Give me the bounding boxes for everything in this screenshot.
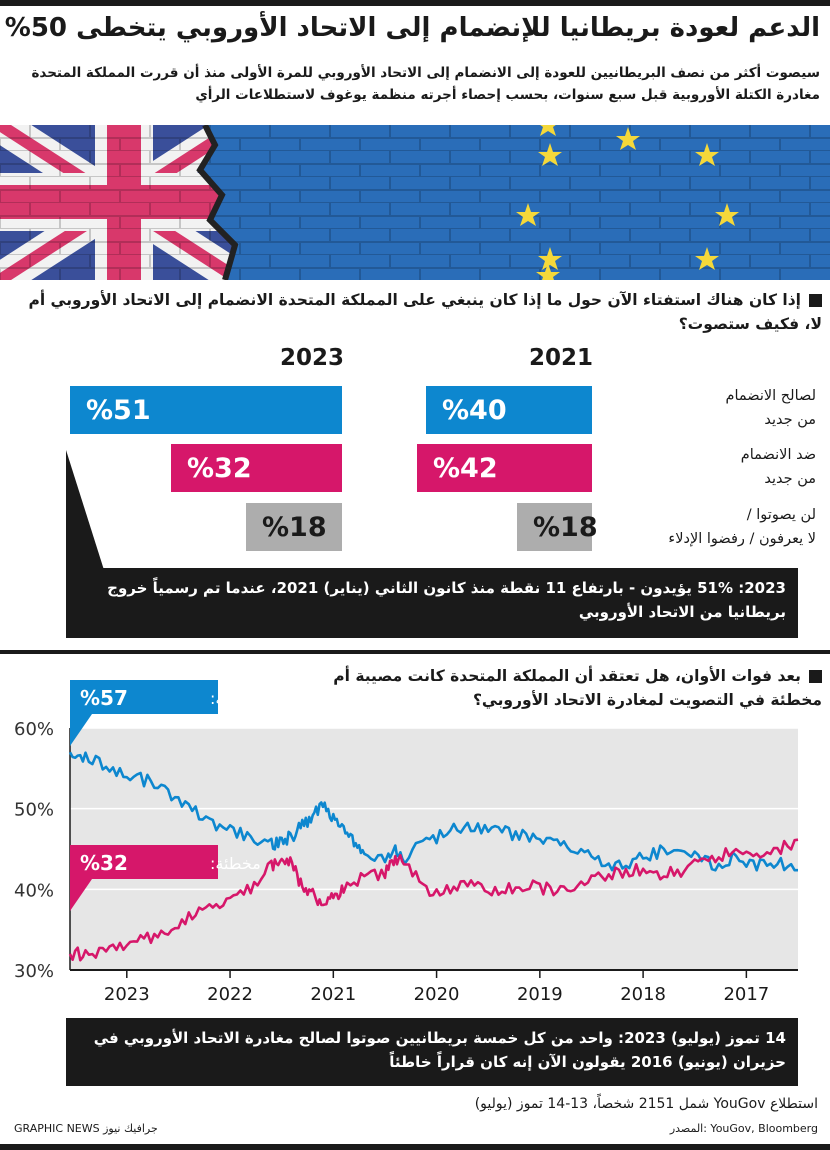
row-label-undecided: لن يصوتوا / لا يعرفون / رفضوا الإدلاء bbox=[601, 503, 816, 551]
y-tick-label: 50% bbox=[14, 800, 54, 821]
row-label-against: ضد الانضمام من جديد bbox=[601, 443, 816, 491]
bar-label: %42 bbox=[433, 452, 498, 484]
note-1-text: 2023: 51% يؤيدون - بارتفاع 11 نقطة منذ ك… bbox=[107, 579, 786, 621]
y-tick-label: 40% bbox=[14, 880, 54, 901]
bullet-square-icon bbox=[809, 294, 822, 307]
line-series-right bbox=[68, 751, 798, 872]
note-2-text: 14 تموز (يوليو) 2023: واحد من كل خمسة بر… bbox=[93, 1029, 786, 1071]
year-2023-header: 2023 bbox=[280, 345, 345, 371]
bottom-rule bbox=[0, 1144, 830, 1150]
series-label-pointer bbox=[70, 879, 92, 911]
section-divider bbox=[0, 650, 830, 654]
line-chart-svg: 30% 40% 50% 60% 2017 2018 2019 2020 2021 2022 2023… bbox=[14, 680, 799, 1005]
note-1-pointer bbox=[66, 450, 104, 570]
x-tick-label: 2018 bbox=[620, 984, 666, 1005]
bar-2021-undecided: %18 bbox=[517, 503, 598, 551]
row-label-line: من جديد bbox=[764, 471, 816, 487]
bar-2021-rejoin: %40 bbox=[426, 386, 592, 434]
bar-2023-undecided: %18 bbox=[246, 503, 342, 551]
series-final-value: %57 bbox=[80, 686, 128, 710]
series-label-pointer bbox=[70, 714, 92, 746]
page-subtitle: سيصوت أكثر من نصف البريطانيين للعودة إلى… bbox=[31, 65, 820, 103]
x-tick-label: 2020 bbox=[414, 984, 460, 1005]
x-tick-label: 2023 bbox=[104, 984, 150, 1005]
bar-2023-against: %32 bbox=[171, 444, 342, 492]
eu-stars bbox=[536, 125, 560, 280]
series-final-value: %32 bbox=[80, 851, 128, 875]
bullet-square-icon bbox=[809, 670, 822, 683]
footer-credit: GRAPHIC NEWS جرافيك نيوز bbox=[14, 1122, 158, 1135]
bar-2023-rejoin: %51 bbox=[70, 386, 342, 434]
flags-banner-svg bbox=[0, 125, 830, 280]
series-label-box bbox=[70, 845, 218, 879]
note-1-callout: 2023: 51% يؤيدون - بارتفاع 11 نقطة منذ ك… bbox=[66, 568, 798, 638]
bar-label: %18 bbox=[262, 511, 327, 543]
question-1-text: إذا كان هناك استفتاء الآن حول ما إذا كان… bbox=[28, 291, 822, 333]
series-name-label: مصيبة: bbox=[210, 689, 256, 708]
row-label-rejoin: لصالح الانضمام من جديد bbox=[601, 384, 816, 432]
x-tick-label: 2021 bbox=[310, 984, 356, 1005]
x-tick-label: 2019 bbox=[517, 984, 563, 1005]
row-label-line: من جديد bbox=[764, 412, 816, 428]
question-2-text: بعد فوات الأوان، هل تعتقد أن المملكة الم… bbox=[333, 667, 822, 709]
x-tick-label: 2022 bbox=[207, 984, 253, 1005]
question-2-heading: بعد فوات الأوان، هل تعتقد أن المملكة الم… bbox=[282, 664, 822, 712]
y-tick-label: 60% bbox=[14, 719, 54, 740]
bar-label: %40 bbox=[442, 394, 507, 426]
y-tick-label: 30% bbox=[14, 961, 54, 982]
line-series-wrong bbox=[68, 838, 799, 962]
page-title: الدعم لعودة بريطانيا للإنضمام إلى الاتحا… bbox=[4, 13, 820, 43]
footer-poll-info: استطلاع YouGov شمل 2151 شخصاً، 13-14 تمو… bbox=[474, 1096, 818, 1112]
bar-label: %32 bbox=[187, 452, 252, 484]
top-rule bbox=[0, 0, 830, 6]
row-label-line: لصالح الانضمام bbox=[725, 388, 816, 404]
note-2-callout: 14 تموز (يوليو) 2023: واحد من كل خمسة بر… bbox=[66, 1018, 798, 1086]
bar-2021-against: %42 bbox=[417, 444, 592, 492]
footer-source: المصدر: YouGov, Bloomberg bbox=[669, 1122, 818, 1135]
x-tick-label: 2017 bbox=[723, 984, 769, 1005]
flags-banner-illustration bbox=[0, 125, 830, 280]
year-2021-header: 2021 bbox=[529, 345, 594, 371]
bar-label: %51 bbox=[86, 394, 151, 426]
series-name-label: مخطئة: bbox=[210, 854, 261, 873]
series-label-box bbox=[70, 680, 218, 714]
question-1-heading: إذا كان هناك استفتاء الآن حول ما إذا كان… bbox=[22, 288, 822, 336]
row-label-line: لا يعرفون / رفضوا الإدلاء bbox=[668, 531, 816, 547]
row-label-line: لن يصوتوا / bbox=[746, 507, 816, 523]
bar-label: %18 bbox=[533, 511, 598, 543]
row-label-line: ضد الانضمام bbox=[740, 447, 816, 463]
